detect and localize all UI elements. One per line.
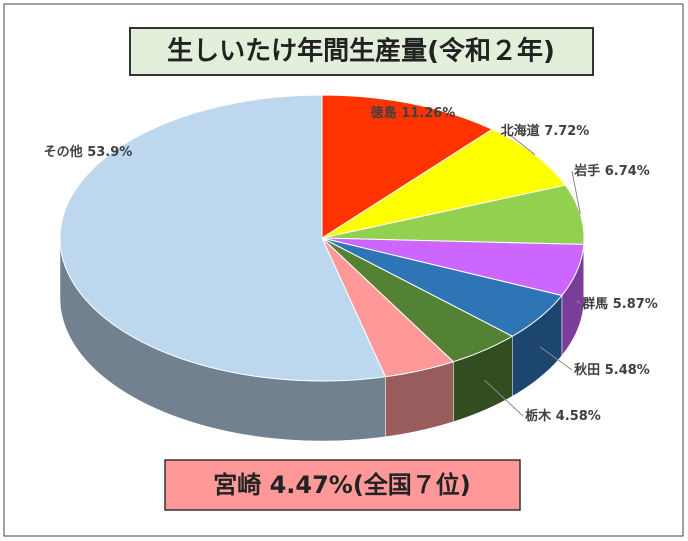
slice-category: 群馬	[582, 296, 608, 312]
labels: 徳島 11.26% 北海道 7.72% 岩手 6.74% 群馬 5.87% 秋田 5.4…	[44, 105, 658, 424]
leader-line	[504, 130, 536, 156]
slice-label: 北海道 7.72%	[501, 123, 590, 139]
slice-category: 北海道	[501, 123, 540, 139]
slice-label: 徳島 11.26%	[370, 105, 456, 121]
leader-line	[571, 170, 581, 215]
slice-category: その他	[44, 144, 83, 160]
slice	[59, 94, 387, 382]
slice	[321, 128, 567, 239]
slice-label: その他 53.9%	[44, 144, 133, 160]
highlight-annotation: (全国７位)	[353, 471, 471, 499]
slice-label: 岩手 6.74%	[573, 163, 650, 179]
title-box	[129, 27, 594, 76]
pie-tops	[59, 94, 585, 382]
slice-value: 7.72%	[544, 124, 589, 139]
leader-line	[540, 346, 573, 371]
slice	[321, 94, 494, 239]
slice-category: 岩手	[573, 163, 600, 179]
slice	[321, 237, 455, 378]
slice-label: 栃木 4.58%	[525, 408, 601, 424]
slice-category: 秋田	[574, 362, 600, 378]
slice-label: 群馬 5.87%	[582, 296, 658, 312]
chart-title: 生しいたけ年間生産量(令和２年)	[167, 36, 555, 67]
slice	[321, 237, 563, 337]
highlight-label: 宮崎 4.47%(全国７位)	[213, 471, 471, 499]
leader-line	[484, 379, 524, 417]
leader-line	[576, 300, 581, 305]
slice	[321, 237, 585, 297]
highlight-box	[164, 459, 521, 511]
slice	[321, 237, 514, 363]
slice-category: 栃木	[525, 408, 552, 424]
slice-value: 4.58%	[556, 409, 601, 424]
slice-label: 秋田 5.48%	[574, 362, 650, 378]
slice-value: 5.48%	[605, 363, 650, 378]
highlight-value: 4.47%	[270, 471, 353, 499]
pie-sides	[59, 237, 585, 442]
slice-value: 53.9%	[87, 145, 132, 160]
slice-category: 徳島	[370, 105, 397, 121]
highlight-category: 宮崎	[213, 471, 261, 499]
pie	[59, 94, 585, 442]
slice-value: 11.26%	[401, 106, 455, 121]
slice-value: 5.87%	[613, 297, 658, 312]
slice-value: 6.74%	[605, 164, 650, 179]
